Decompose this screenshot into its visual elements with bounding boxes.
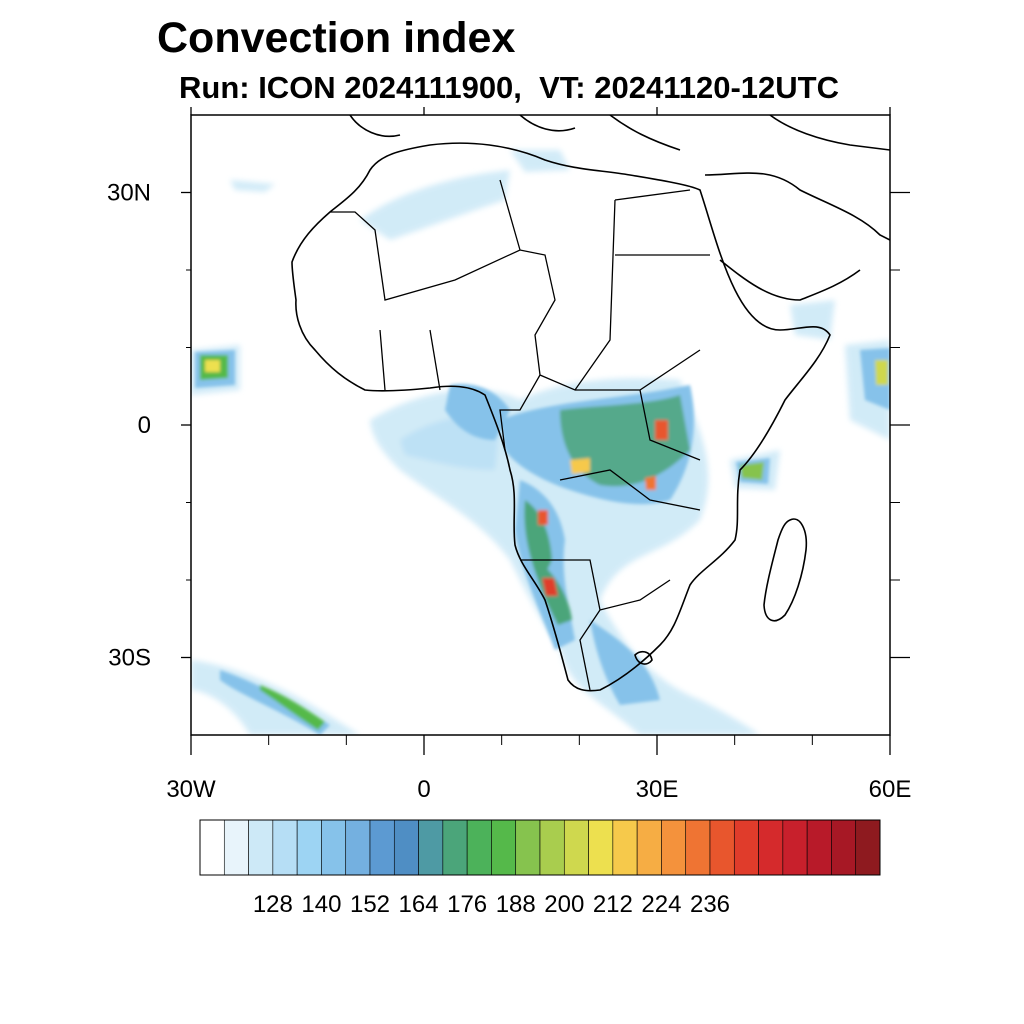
lat-tick-label: 30S <box>108 645 151 672</box>
colorbar-swatch <box>296 819 322 876</box>
colorbar-swatch <box>539 819 565 876</box>
colorbar-label: 128 <box>253 891 293 918</box>
colorbar-swatch <box>491 819 517 876</box>
lon-tick-label: 0 <box>417 776 430 803</box>
lat-tick-label: 0 <box>138 412 151 439</box>
colorbar-swatch <box>588 819 614 876</box>
colorbar-swatch <box>855 819 881 876</box>
colorbar-label: 164 <box>399 891 439 918</box>
colorbar-label: 140 <box>301 891 341 918</box>
colorbar-swatch <box>369 819 395 876</box>
southern-africa-detail <box>634 650 653 665</box>
colorbar-swatch <box>248 819 274 876</box>
colorbar-swatch <box>758 819 784 876</box>
map-axes: 30N 0 30S 30W 0 30E 60E <box>107 107 911 803</box>
colorbar-swatch <box>223 819 249 876</box>
lon-tick-label: 30E <box>636 776 679 803</box>
lon-tick-label: 30W <box>166 776 216 803</box>
borders <box>330 179 710 691</box>
colorbar-swatch <box>806 819 832 876</box>
colorbar-swatch <box>782 819 808 876</box>
colorbar-label: 176 <box>447 891 487 918</box>
colorbar-swatch <box>466 819 492 876</box>
africa-coastline <box>291 142 831 692</box>
colorbar-swatch <box>733 819 759 876</box>
colorbar-swatch <box>661 819 687 876</box>
colorbar-label: 236 <box>690 891 730 918</box>
colorbar-swatch <box>831 819 857 876</box>
colorbar-swatch <box>636 819 662 876</box>
colorbar-frame <box>199 819 881 876</box>
europe-coastline <box>349 115 890 151</box>
colorbar-swatch <box>515 819 541 876</box>
colorbar-swatch <box>612 819 638 876</box>
colorbar-label: 188 <box>496 891 536 918</box>
colorbar-swatch <box>418 819 444 876</box>
colorbar-swatch <box>345 819 371 876</box>
colorbar-swatch <box>199 819 225 876</box>
colorbar-label: 224 <box>641 891 681 918</box>
colorbar-swatch <box>709 819 735 876</box>
colorbar-swatch <box>563 819 589 876</box>
arabia-coastline <box>704 172 890 301</box>
colorbar-swatch <box>685 819 711 876</box>
convection-field <box>191 150 890 735</box>
lat-tick-label: 30N <box>107 180 151 207</box>
lon-tick-label: 60E <box>869 776 912 803</box>
map-title: Convection index <box>157 14 516 62</box>
coastlines <box>291 115 890 692</box>
colorbar-label: 200 <box>544 891 584 918</box>
madagascar-coastline <box>763 518 808 622</box>
colorbar-swatch <box>272 819 298 876</box>
colorbar-swatch <box>442 819 468 876</box>
colorbar-swatch <box>393 819 419 876</box>
colorbar: 128 140 152 164 176 188 200 212 224 236 <box>199 819 881 918</box>
colorbar-swatch <box>321 819 347 876</box>
map-subtitle: Run: ICON 2024111900, VT: 20241120-12UTC <box>179 70 839 105</box>
colorbar-label: 152 <box>350 891 390 918</box>
colorbar-label: 212 <box>593 891 633 918</box>
